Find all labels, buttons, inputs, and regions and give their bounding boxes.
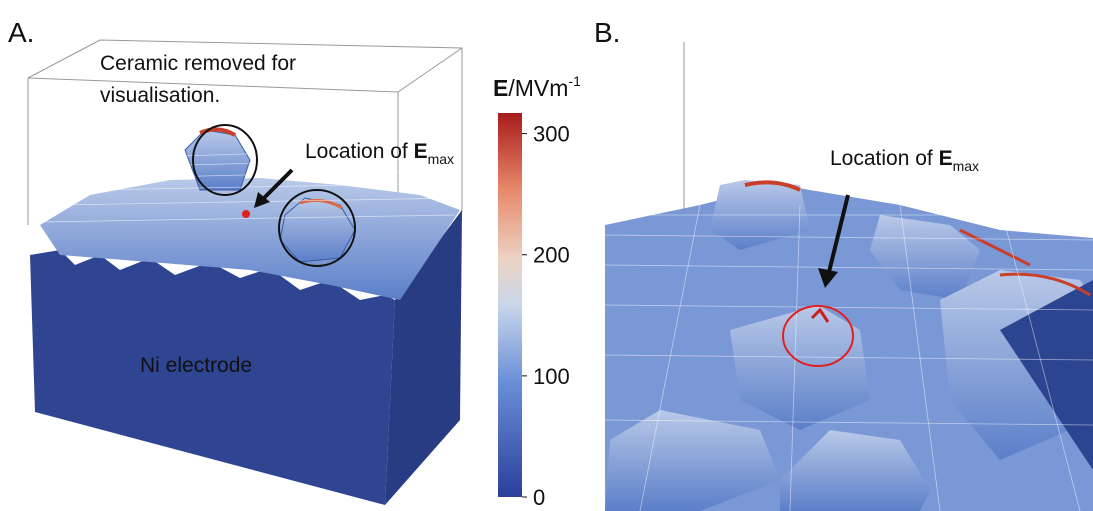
location-text: Location of	[305, 140, 414, 163]
location-label: Location of Emax	[305, 140, 454, 167]
colorbar-tick-label: 0	[533, 485, 545, 510]
location-text: Location of	[830, 147, 939, 170]
location-symbol: E	[414, 140, 428, 163]
panel-label: B.	[594, 17, 620, 48]
location-subscript: max	[428, 151, 454, 167]
panel-label: A.	[8, 17, 34, 48]
caption-line: visualisation.	[100, 84, 220, 107]
location-subscript: max	[953, 158, 979, 174]
panel-a-render	[28, 40, 462, 505]
caption-line: Ceramic removed for	[100, 52, 296, 75]
figure: A. B. Ceramic removed for visualisation.…	[0, 0, 1093, 511]
colorbar-tick-label: 300	[533, 122, 570, 147]
colorbar-tick-label: 100	[533, 364, 570, 389]
colorbar-title: E/MVm-1	[493, 73, 581, 101]
panel-b-render	[605, 42, 1093, 511]
colorbar	[498, 113, 522, 497]
colorbar-symbol: E	[493, 75, 508, 101]
location-label: Location of Emax	[830, 147, 979, 174]
region-label: Ni electrode	[140, 354, 252, 377]
location-symbol: E	[939, 147, 953, 170]
colorbar-tick-label: 200	[533, 243, 570, 268]
colorbar-unit: /MVm	[508, 75, 568, 101]
colorbar-exponent: -1	[568, 73, 581, 89]
